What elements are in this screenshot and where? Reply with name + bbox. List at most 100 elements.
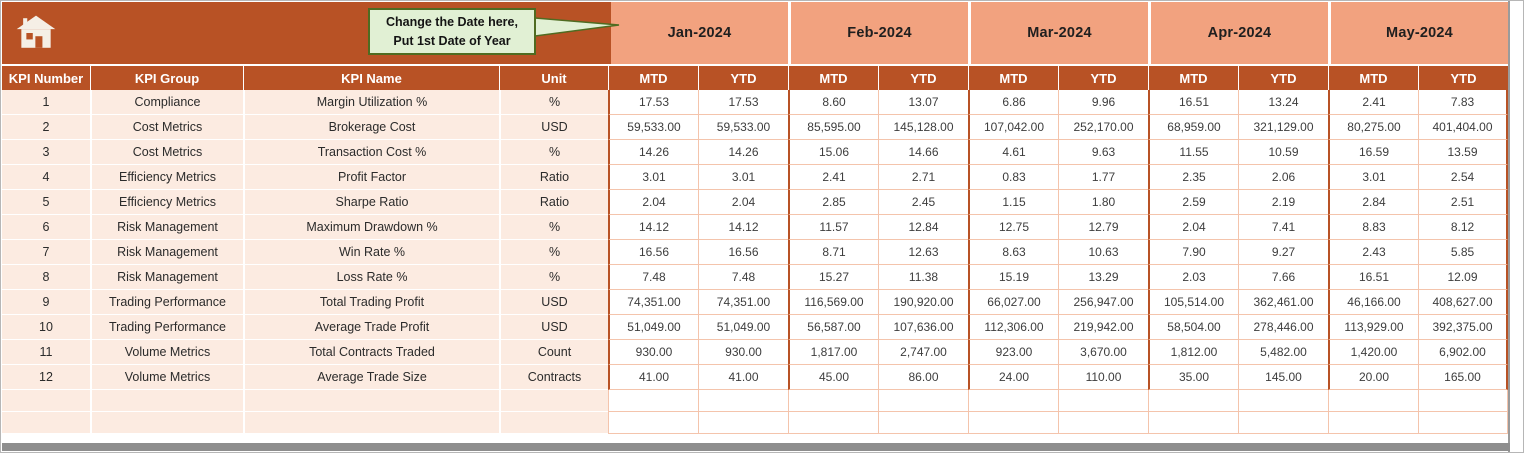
- kpi-name-cell[interactable]: Maximum Drawdown %: [243, 215, 499, 240]
- value-cell[interactable]: 1.80: [1058, 190, 1148, 215]
- kpi-name-cell[interactable]: Profit Factor: [243, 165, 499, 190]
- unit-cell[interactable]: %: [499, 90, 608, 115]
- value-cell[interactable]: 321,129.00: [1238, 115, 1328, 140]
- value-cell[interactable]: 3.01: [698, 165, 788, 190]
- kpi-name-cell[interactable]: Total Contracts Traded: [243, 340, 499, 365]
- value-cell[interactable]: 930.00: [698, 340, 788, 365]
- value-cell[interactable]: 2.04: [698, 190, 788, 215]
- kpi-number-cell[interactable]: 8: [2, 265, 90, 290]
- kpi-name-cell[interactable]: Sharpe Ratio: [243, 190, 499, 215]
- value-cell[interactable]: 14.26: [698, 140, 788, 165]
- empty-cell[interactable]: [1058, 390, 1148, 412]
- value-cell[interactable]: 10.59: [1238, 140, 1328, 165]
- empty-cell[interactable]: [968, 412, 1058, 434]
- value-cell[interactable]: 7.48: [698, 265, 788, 290]
- value-cell[interactable]: 16.59: [1328, 140, 1418, 165]
- value-cell[interactable]: 2.19: [1238, 190, 1328, 215]
- value-cell[interactable]: 2.84: [1328, 190, 1418, 215]
- value-cell[interactable]: 51,049.00: [608, 315, 698, 340]
- kpi-number-cell[interactable]: 11: [2, 340, 90, 365]
- month-header-feb-2024[interactable]: Feb-2024: [788, 2, 968, 64]
- value-cell[interactable]: 5.85: [1418, 240, 1508, 265]
- value-cell[interactable]: 112,306.00: [968, 315, 1058, 340]
- value-cell[interactable]: 2.06: [1238, 165, 1328, 190]
- value-cell[interactable]: 362,461.00: [1238, 290, 1328, 315]
- kpi-group-cell[interactable]: Efficiency Metrics: [90, 165, 243, 190]
- value-cell[interactable]: 13.29: [1058, 265, 1148, 290]
- value-cell[interactable]: 20.00: [1328, 365, 1418, 390]
- empty-cell[interactable]: [878, 390, 968, 412]
- value-cell[interactable]: 2.45: [878, 190, 968, 215]
- value-cell[interactable]: 59,533.00: [608, 115, 698, 140]
- kpi-name-cell[interactable]: Total Trading Profit: [243, 290, 499, 315]
- value-cell[interactable]: 0.83: [968, 165, 1058, 190]
- value-cell[interactable]: 5,482.00: [1238, 340, 1328, 365]
- value-cell[interactable]: 1,817.00: [788, 340, 878, 365]
- empty-cell[interactable]: [90, 390, 243, 412]
- value-cell[interactable]: 85,595.00: [788, 115, 878, 140]
- value-cell[interactable]: 7.90: [1148, 240, 1238, 265]
- kpi-name-cell[interactable]: Margin Utilization %: [243, 90, 499, 115]
- empty-cell[interactable]: [1328, 390, 1418, 412]
- empty-cell[interactable]: [90, 412, 243, 434]
- empty-cell[interactable]: [2, 390, 90, 412]
- kpi-group-cell[interactable]: Trading Performance: [90, 315, 243, 340]
- value-cell[interactable]: 408,627.00: [1418, 290, 1508, 315]
- empty-cell[interactable]: [788, 390, 878, 412]
- kpi-group-cell[interactable]: Risk Management: [90, 240, 243, 265]
- kpi-group-cell[interactable]: Volume Metrics: [90, 340, 243, 365]
- kpi-number-cell[interactable]: 2: [2, 115, 90, 140]
- value-cell[interactable]: 59,533.00: [698, 115, 788, 140]
- empty-cell[interactable]: [1238, 390, 1328, 412]
- empty-cell[interactable]: [243, 412, 499, 434]
- month-header-jan-2024[interactable]: Jan-2024: [608, 2, 788, 64]
- value-cell[interactable]: 145.00: [1238, 365, 1328, 390]
- kpi-name-cell[interactable]: Average Trade Profit: [243, 315, 499, 340]
- kpi-name-cell[interactable]: Win Rate %: [243, 240, 499, 265]
- kpi-group-cell[interactable]: Risk Management: [90, 215, 243, 240]
- value-cell[interactable]: 14.12: [608, 215, 698, 240]
- value-cell[interactable]: 165.00: [1418, 365, 1508, 390]
- month-header-mar-2024[interactable]: Mar-2024: [968, 2, 1148, 64]
- unit-cell[interactable]: Ratio: [499, 165, 608, 190]
- kpi-group-cell[interactable]: Cost Metrics: [90, 115, 243, 140]
- home-button[interactable]: [15, 14, 57, 52]
- value-cell[interactable]: 923.00: [968, 340, 1058, 365]
- empty-cell[interactable]: [1058, 412, 1148, 434]
- value-cell[interactable]: 13.24: [1238, 90, 1328, 115]
- value-cell[interactable]: 2.85: [788, 190, 878, 215]
- value-cell[interactable]: 13.59: [1418, 140, 1508, 165]
- kpi-number-cell[interactable]: 6: [2, 215, 90, 240]
- value-cell[interactable]: 2.43: [1328, 240, 1418, 265]
- month-header-may-2024[interactable]: May-2024: [1328, 2, 1508, 64]
- value-cell[interactable]: 41.00: [608, 365, 698, 390]
- value-cell[interactable]: 11.55: [1148, 140, 1238, 165]
- value-cell[interactable]: 80,275.00: [1328, 115, 1418, 140]
- value-cell[interactable]: 8.83: [1328, 215, 1418, 240]
- empty-cell[interactable]: [1328, 412, 1418, 434]
- value-cell[interactable]: 12.63: [878, 240, 968, 265]
- kpi-number-cell[interactable]: 4: [2, 165, 90, 190]
- value-cell[interactable]: 2.54: [1418, 165, 1508, 190]
- value-cell[interactable]: 15.06: [788, 140, 878, 165]
- value-cell[interactable]: 15.27: [788, 265, 878, 290]
- value-cell[interactable]: 7.83: [1418, 90, 1508, 115]
- value-cell[interactable]: 11.57: [788, 215, 878, 240]
- value-cell[interactable]: 86.00: [878, 365, 968, 390]
- value-cell[interactable]: 2.59: [1148, 190, 1238, 215]
- kpi-number-cell[interactable]: 5: [2, 190, 90, 215]
- value-cell[interactable]: 14.66: [878, 140, 968, 165]
- kpi-number-cell[interactable]: 3: [2, 140, 90, 165]
- empty-cell[interactable]: [1418, 390, 1508, 412]
- value-cell[interactable]: 51,049.00: [698, 315, 788, 340]
- value-cell[interactable]: 1,420.00: [1328, 340, 1418, 365]
- value-cell[interactable]: 8.63: [968, 240, 1058, 265]
- value-cell[interactable]: 401,404.00: [1418, 115, 1508, 140]
- value-cell[interactable]: 10.63: [1058, 240, 1148, 265]
- kpi-number-cell[interactable]: 10: [2, 315, 90, 340]
- kpi-name-cell[interactable]: Average Trade Size: [243, 365, 499, 390]
- value-cell[interactable]: 3.01: [608, 165, 698, 190]
- value-cell[interactable]: 6,902.00: [1418, 340, 1508, 365]
- value-cell[interactable]: 4.61: [968, 140, 1058, 165]
- unit-cell[interactable]: %: [499, 265, 608, 290]
